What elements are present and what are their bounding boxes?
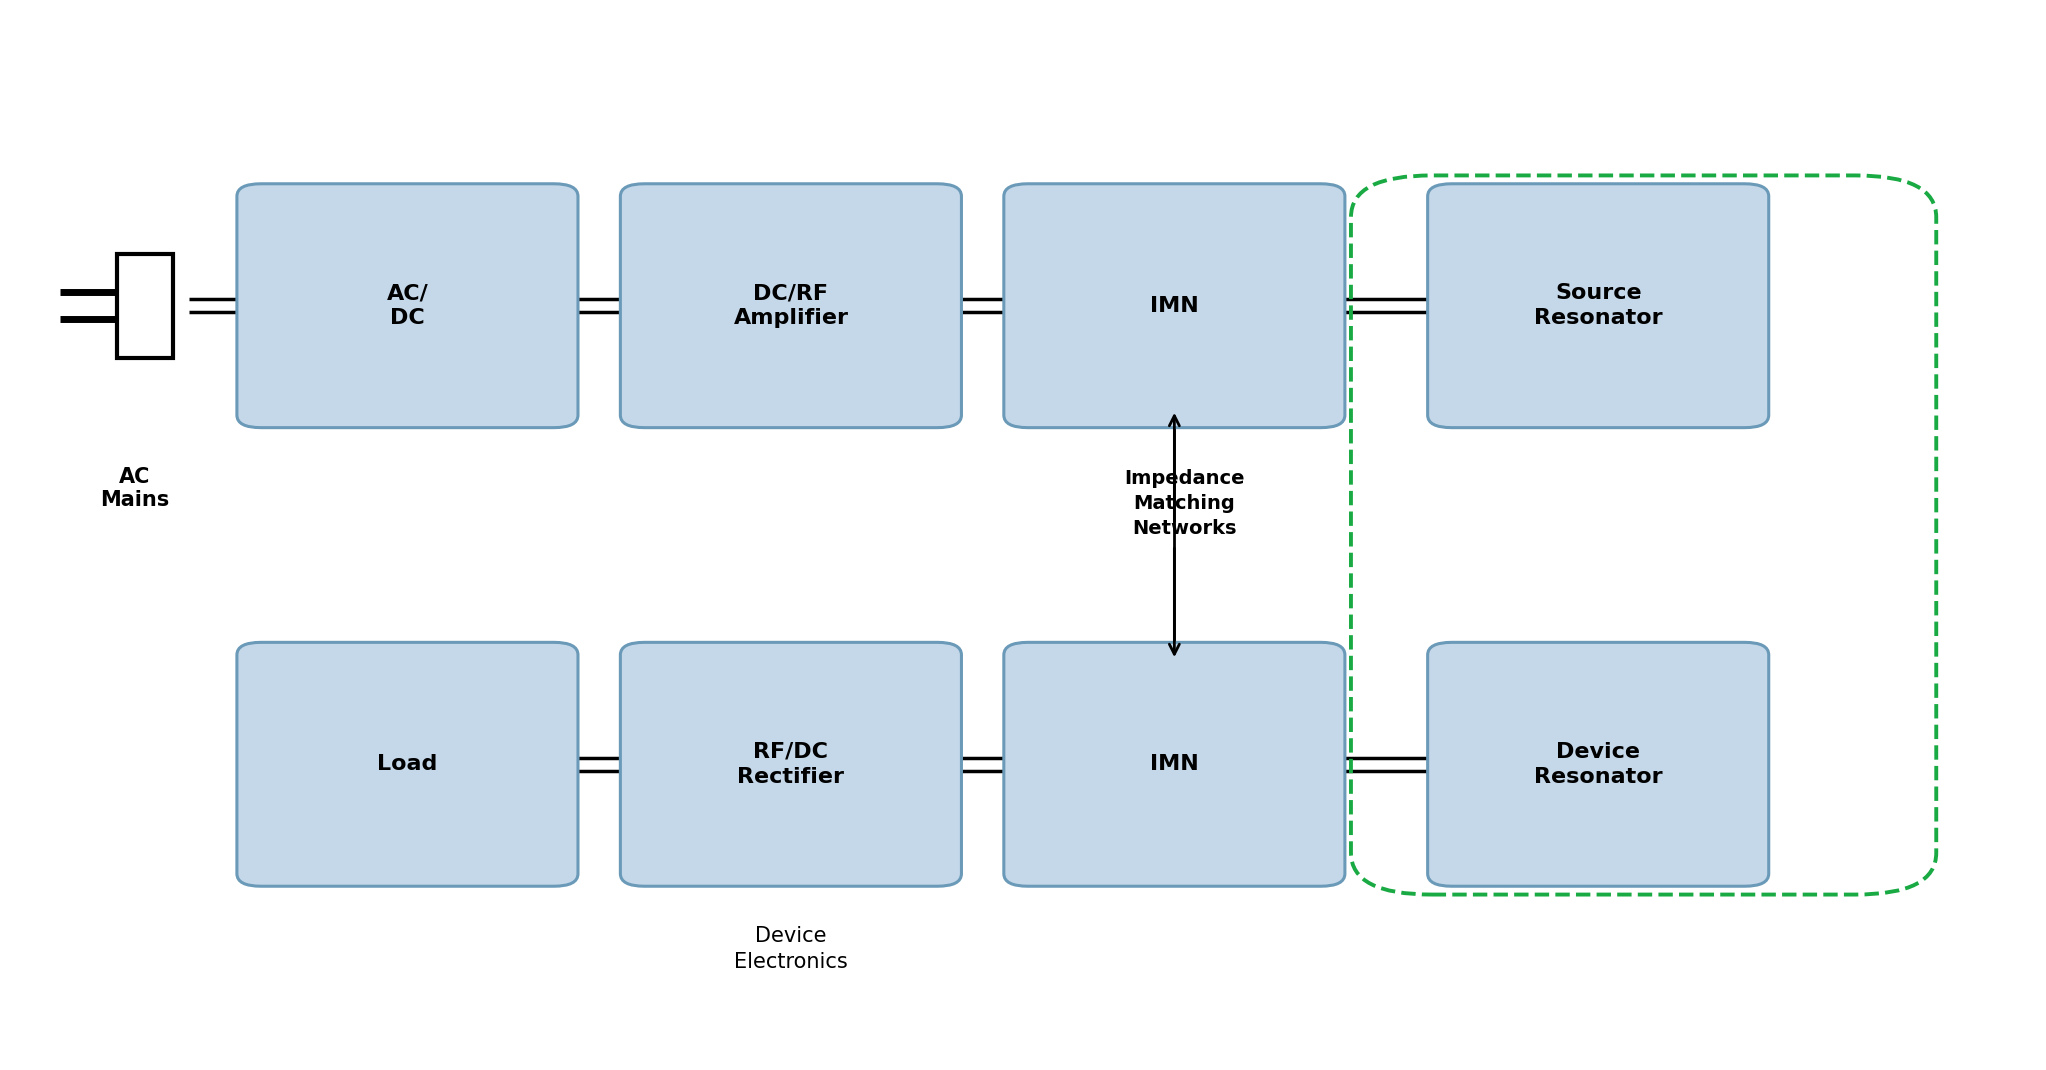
- Text: IMN: IMN: [1150, 754, 1199, 775]
- FancyBboxPatch shape: [237, 642, 577, 886]
- Text: AC
Mains: AC Mains: [100, 468, 170, 510]
- FancyBboxPatch shape: [1428, 184, 1768, 428]
- Polygon shape: [117, 254, 174, 357]
- Text: RF/DC
Rectifier: RF/DC Rectifier: [737, 742, 845, 786]
- Text: AC/
DC: AC/ DC: [387, 284, 428, 328]
- Text: IMN: IMN: [1150, 295, 1199, 316]
- FancyBboxPatch shape: [620, 642, 962, 886]
- FancyBboxPatch shape: [237, 184, 577, 428]
- FancyBboxPatch shape: [620, 184, 962, 428]
- Text: Load: Load: [376, 754, 438, 775]
- Text: Impedance
Matching
Networks: Impedance Matching Networks: [1123, 470, 1244, 538]
- Text: Device
Resonator: Device Resonator: [1534, 742, 1663, 786]
- FancyBboxPatch shape: [1005, 184, 1344, 428]
- FancyBboxPatch shape: [1005, 642, 1344, 886]
- Text: DC/RF
Amplifier: DC/RF Amplifier: [732, 284, 849, 328]
- Text: Source
Resonator: Source Resonator: [1534, 284, 1663, 328]
- FancyBboxPatch shape: [1428, 642, 1768, 886]
- Text: Device
Electronics: Device Electronics: [735, 926, 847, 973]
